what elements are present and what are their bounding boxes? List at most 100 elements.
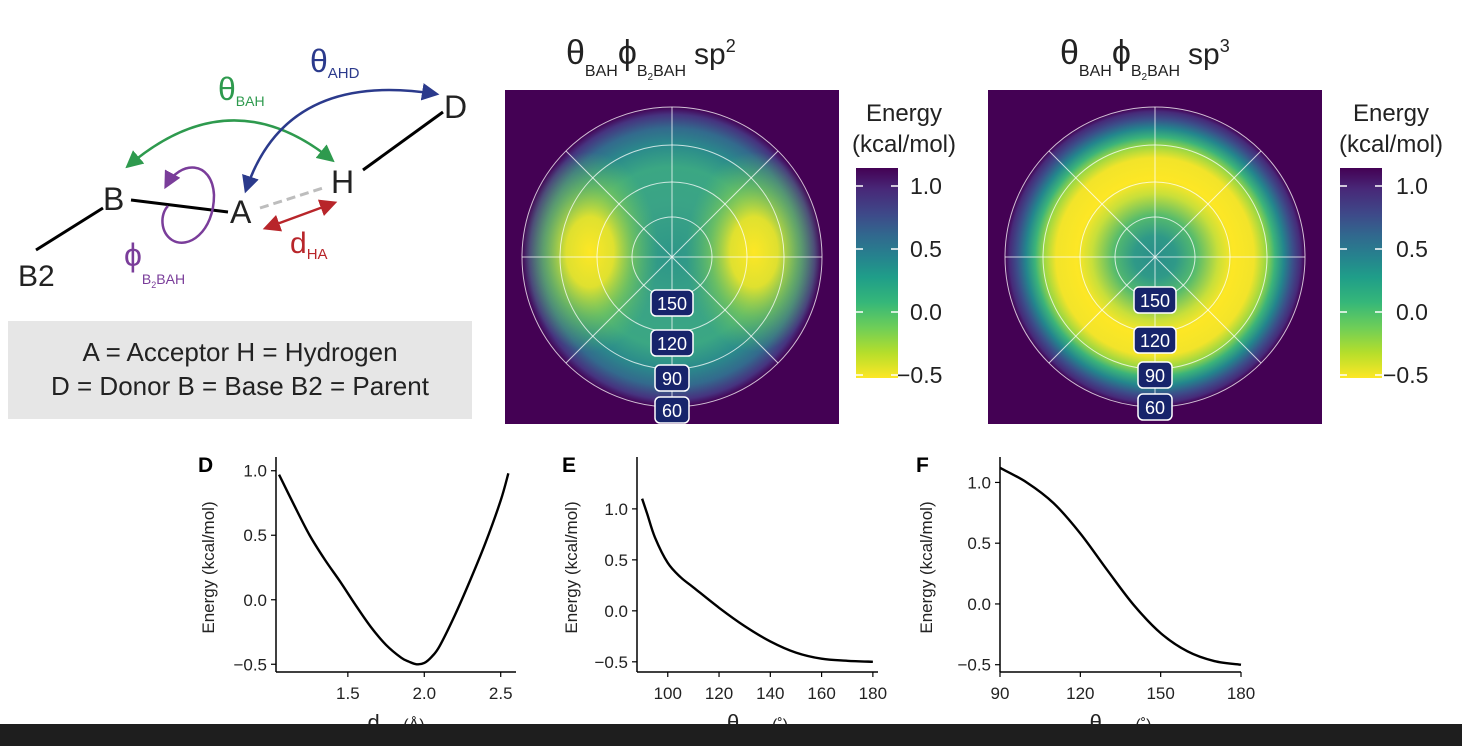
heatmap-sp2-title-phi-sub-2: 2 xyxy=(648,72,654,83)
heatmap-sp3-title-phi-sub-2: 2 xyxy=(1142,72,1148,83)
x-tick-label: 180 xyxy=(1227,684,1255,703)
label-theta-ahd: θAHD xyxy=(310,43,360,82)
heatmap-sp2-colorbar-bar xyxy=(856,168,898,378)
heatmap-sp3-colorbar-tick-3: 0.0 xyxy=(1396,299,1428,325)
heatmap-sp2-title-phi: ϕ xyxy=(618,34,637,72)
heatmap-sp3-title: θBAHϕB2BAHsp3 xyxy=(1060,34,1230,83)
x-tick-label: 180 xyxy=(859,684,887,703)
heatmap-sp2-right-lobe xyxy=(686,152,822,352)
x-tick-label: 150 xyxy=(1146,684,1174,703)
atom-h: H xyxy=(331,164,354,200)
y-tick-label: 0.0 xyxy=(967,595,991,614)
heatmap-sp2-colorbar: Energy (kcal/mol) 1.0 0.5 0.0 −0.5 xyxy=(852,100,956,388)
y-tick-label: 0.0 xyxy=(604,602,628,621)
x-tick-label: 90 xyxy=(991,684,1010,703)
heatmap-sp2-colorbar-tick-4: −0.5 xyxy=(897,362,942,388)
heatmap-sp3-title-theta: θ xyxy=(1060,34,1079,72)
label-d-ha-sub: HA xyxy=(307,246,328,263)
heatmap-sp3-colorbar: Energy (kcal/mol) 1.0 0.5 0.0 −0.5 xyxy=(1339,100,1443,388)
heatmap-sp2-left-lobe xyxy=(522,152,658,352)
heatmap-sp2-radial-box-90 xyxy=(654,364,690,392)
heatmap-sp2-colorbar-title-1: Energy xyxy=(866,100,942,127)
heatmap-sp3-colorbar-bar xyxy=(1340,168,1382,378)
y-tick-label: 0.5 xyxy=(243,526,267,545)
label-phi-sub-bah: BAH xyxy=(156,271,185,287)
heatmap-sp2-radial-60: 60 xyxy=(662,401,682,421)
label-phi-symbol: ϕ xyxy=(124,237,142,273)
y-axis-label: Energy (kcal/mol) xyxy=(562,501,581,633)
heatmap-sp2-colorbar-tick-2: 0.5 xyxy=(910,236,942,262)
y-tick-label: 0.0 xyxy=(243,591,267,610)
panel-letter-e: E xyxy=(562,454,576,477)
heatmap-sp3-radial-60: 60 xyxy=(1145,398,1165,418)
label-phi-b2bah: ϕB2BAH xyxy=(124,237,185,290)
heatmap-sp3-colorbar-title-2: (kcal/mol) xyxy=(1339,131,1443,158)
heatmap-sp2-radial-90: 90 xyxy=(662,369,682,389)
y-axis-label: Energy (kcal/mol) xyxy=(199,501,218,633)
heatmap-sp3-title-phi: ϕ xyxy=(1112,34,1131,72)
heatmap-sp2-title-theta: θ xyxy=(566,34,585,72)
y-tick-label: −0.5 xyxy=(957,656,991,675)
heatmap-sp3-colorbar-tick-1: 1.0 xyxy=(1396,173,1428,199)
atom-d: D xyxy=(444,89,467,125)
energy-curve xyxy=(999,466,1242,666)
x-tick-label: 2.0 xyxy=(412,684,436,703)
legend-line-2: D = Donor B = Base B2 = Parent xyxy=(51,371,429,401)
heatmap-sp2-title-hyb: sp xyxy=(694,38,726,71)
heatmap-sp3-radial-90: 90 xyxy=(1145,366,1165,386)
heatmap-sp3-radial-150: 150 xyxy=(1140,291,1170,311)
y-tick-label: 1.0 xyxy=(604,500,628,519)
heatmap-sp2-radial-labels: 150 120 90 60 xyxy=(650,289,694,424)
heatmap-sp3-radial-box-150 xyxy=(1133,286,1177,314)
label-theta-ahd-symbol: θ xyxy=(310,43,328,79)
y-tick-label: 0.5 xyxy=(604,551,628,570)
x-tick-label: 160 xyxy=(807,684,835,703)
energy-curve xyxy=(277,472,510,666)
label-d-ha: dHA xyxy=(290,227,328,263)
atom-b: B xyxy=(103,181,124,217)
y-tick-label: 1.0 xyxy=(243,462,267,481)
heatmap-sp3-radial-box-60 xyxy=(1137,393,1173,421)
x-tick-label: 120 xyxy=(705,684,733,703)
plot-f: F −0.5 0.0 0.5 1.0 90 120 150 180 Energy (kcal/mo… xyxy=(916,454,1255,738)
y-tick-label: 0.5 xyxy=(967,534,991,553)
heatmap-sp2-title-phi-sub-b: B xyxy=(637,63,648,80)
plot-e: E −0.5 0.0 0.5 1.0 100 120 140 160 180 Energy (kca… xyxy=(562,454,887,738)
label-theta-bah-symbol: θ xyxy=(218,71,236,107)
theta-bah-arrow xyxy=(125,119,335,169)
theta-ahd-arrow xyxy=(242,83,440,194)
y-tick-label: −0.5 xyxy=(594,653,628,672)
heatmap-sp2-title-phi-sub-bah: BAH xyxy=(653,63,686,80)
heatmap-sp2-colorbar-tick-3: 0.0 xyxy=(910,299,942,325)
hbond-a-h xyxy=(259,185,327,210)
heatmap-sp2-radial-box-120 xyxy=(650,329,694,357)
heatmap-sp3-radial-labels: 150 120 90 60 xyxy=(1133,286,1177,421)
heatmap-sp2-title: θBAHϕB2BAHsp2 xyxy=(566,34,736,83)
x-tick-label: 100 xyxy=(654,684,682,703)
heatmap-sp3-title-phi-sub-b: B xyxy=(1131,63,1142,80)
heatmap-sp2: θBAHϕB2BAHsp2 150 120 90 60 xyxy=(505,34,956,424)
heatmap-sp2-colorbar-tick-1: 1.0 xyxy=(910,173,942,199)
x-tick-label: 140 xyxy=(756,684,784,703)
label-theta-bah-sub: BAH xyxy=(236,93,265,109)
abbreviation-legend: A = Acceptor H = Hydrogen D = Donor B = … xyxy=(8,321,472,419)
heatmap-sp3: θBAHϕB2BAHsp3 150 120 90 60 Energy (kcal xyxy=(988,34,1443,424)
heatmap-sp3-colorbar-title-1: Energy xyxy=(1353,100,1429,127)
heatmap-sp3-title-hyb: sp xyxy=(1188,38,1220,71)
bond-h-d xyxy=(362,110,444,172)
panel-letter-f: F xyxy=(916,454,929,477)
x-tick-label: 2.5 xyxy=(489,684,513,703)
heatmap-sp2-radial-box-150 xyxy=(650,289,694,317)
y-tick-label: −0.5 xyxy=(233,655,267,674)
bond-diagram: B B2 A H D θBAH θAHD ϕB2BAH dHA xyxy=(18,43,467,293)
phi-rotation-arrow xyxy=(161,166,216,244)
panel-letter-d: D xyxy=(198,454,213,477)
line-plots: D −0.5 0.0 0.5 1.0 1.5 2.0 2.5 Energy (kcal/mol)… xyxy=(198,454,1255,738)
heatmap-sp2-radial-120: 120 xyxy=(657,334,687,354)
bond-b2-b xyxy=(35,206,104,252)
dha-arrow xyxy=(262,199,338,232)
bottom-strip xyxy=(0,724,1462,746)
heatmap-sp2-title-hyb-sup: 2 xyxy=(726,36,736,56)
heatmap-sp3-colorbar-tick-2: 0.5 xyxy=(1396,236,1428,262)
heatmap-sp2-title-theta-sub: BAH xyxy=(585,63,618,80)
